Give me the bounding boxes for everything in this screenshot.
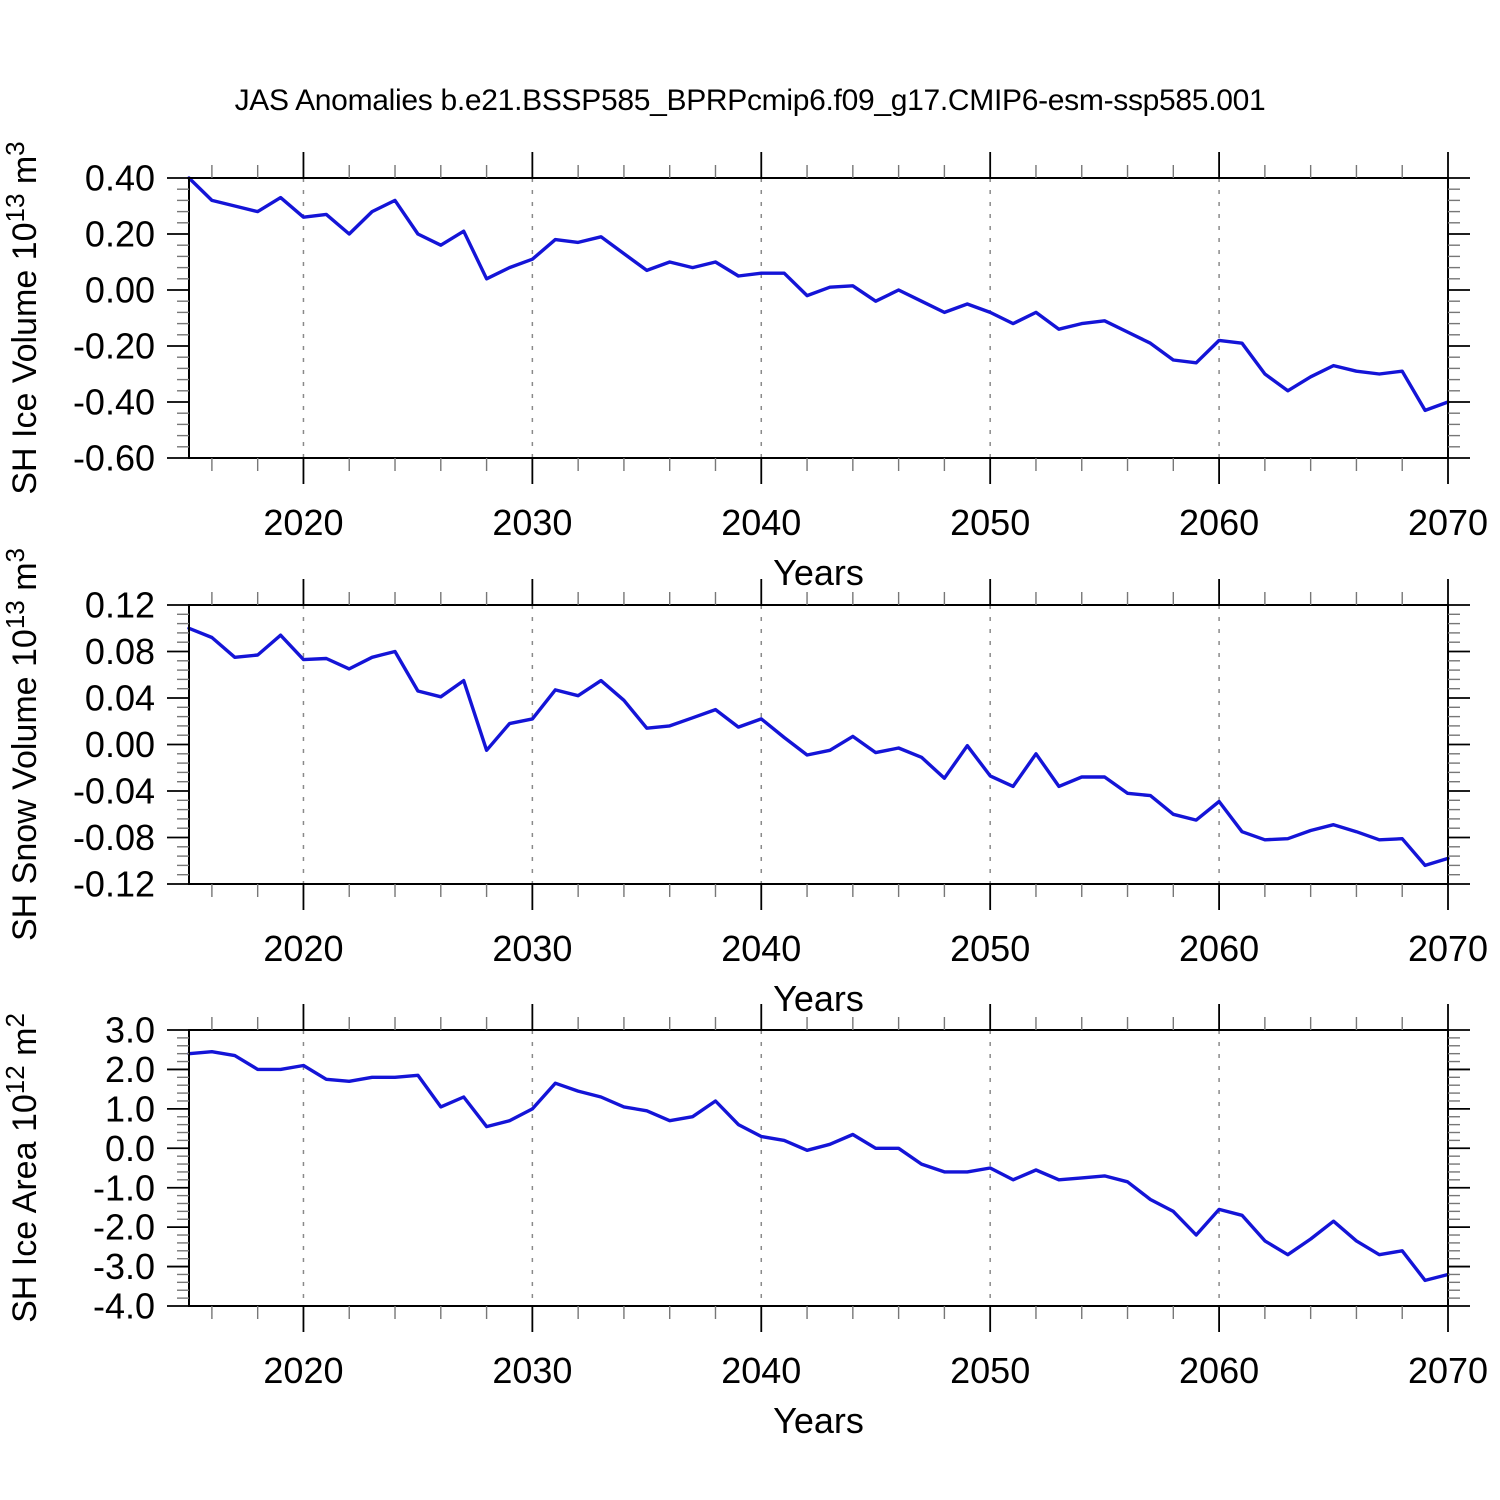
x-tick-label-2030: 2030 <box>492 502 572 543</box>
x-tick-label-2060: 2060 <box>1179 928 1259 969</box>
y-axis-title-sh-snow-volume: SH Snow Volume 1013 m3 <box>0 548 44 941</box>
y-tick-label--1.0: -1.0 <box>93 1167 155 1208</box>
series-line-sh-snow-volume <box>187 626 1450 868</box>
y-tick-label-0.0: 0.0 <box>105 1128 155 1169</box>
x-tick-label-2030: 2030 <box>492 928 572 969</box>
gridlines <box>302 605 1220 884</box>
y-tick-label-0.04: 0.04 <box>85 678 155 719</box>
x-tick-label-2060: 2060 <box>1179 1350 1259 1391</box>
y-tick-labels: 3.02.01.00.0-1.0-2.0-3.0-4.0 <box>93 1010 155 1327</box>
x-minor-ticks <box>211 165 1403 471</box>
y-tick-label--0.12: -0.12 <box>73 864 155 905</box>
gridlines <box>302 178 1220 458</box>
x-tick-label-2030: 2030 <box>492 1350 572 1391</box>
x-tick-label-2020: 2020 <box>263 1350 343 1391</box>
y-axis-title-sh-ice-volume: SH Ice Volume 1013 m3 <box>0 141 44 494</box>
series-line-sh-ice-volume <box>187 176 1450 413</box>
plot-border <box>188 1029 1449 1307</box>
x-tick-label-2050: 2050 <box>950 502 1030 543</box>
y-tick-label-0.20: 0.20 <box>85 214 155 255</box>
y-tick-label--0.04: -0.04 <box>73 771 155 812</box>
x-axis-title: Years <box>773 552 864 593</box>
x-tick-labels: 2020 2030 2040 2050 2060 2070 <box>263 502 1488 543</box>
panel-sh-ice-area: 2020 2030 2040 2050 2060 2070 3.02.01.00.0-1.0… <box>0 1004 1488 1441</box>
y-tick-label-1.0: 1.0 <box>105 1088 155 1129</box>
x-tick-labels: 2020 2030 2040 2050 2060 2070 <box>263 928 1488 969</box>
x-major-ticks <box>302 152 1449 484</box>
x-major-ticks <box>302 1004 1449 1332</box>
y-tick-label--4.0: -4.0 <box>93 1286 155 1327</box>
y-major-ticks <box>167 177 1470 459</box>
x-tick-label-2050: 2050 <box>950 1350 1030 1391</box>
x-tick-label-2020: 2020 <box>263 502 343 543</box>
series-line-sh-ice-area <box>187 1050 1450 1283</box>
y-tick-label-0.40: 0.40 <box>85 158 155 199</box>
y-tick-label-0.00: 0.00 <box>85 270 155 311</box>
y-axis-title-sh-ice-area: SH Ice Area 1012 m2 <box>0 1013 44 1323</box>
y-tick-label-3.0: 3.0 <box>105 1010 155 1051</box>
x-tick-label-2070: 2070 <box>1408 1350 1488 1391</box>
x-tick-label-2070: 2070 <box>1408 928 1488 969</box>
panel-sh-snow-volume: 2020 2030 2040 2050 2060 2070 0.12 0.08 0.04 0.00… <box>0 548 1488 1019</box>
x-tick-label-2040: 2040 <box>721 502 801 543</box>
y-tick-label--0.60: -0.60 <box>73 438 155 479</box>
x-tick-label-2020: 2020 <box>263 928 343 969</box>
y-tick-label-2.0: 2.0 <box>105 1049 155 1090</box>
x-minor-ticks <box>211 592 1403 897</box>
y-minor-ticks <box>177 188 1460 448</box>
y-major-ticks <box>167 604 1470 885</box>
plot-border <box>188 177 1449 459</box>
y-tick-label-0.00: 0.00 <box>85 724 155 765</box>
panel-sh-ice-volume: 2020 2030 2040 2050 2060 2070 0.40 0.20 0.00 -0.2… <box>0 141 1488 593</box>
x-axis-title: Years <box>773 1400 864 1441</box>
y-tick-label-0.08: 0.08 <box>85 631 155 672</box>
x-axis-title: Years <box>773 978 864 1019</box>
y-minor-ticks <box>177 1037 1460 1299</box>
y-major-ticks <box>167 1029 1470 1307</box>
plot-border <box>188 604 1449 885</box>
chart-title: JAS Anomalies b.e21.BSSP585_BPRPcmip6.f0… <box>234 84 1266 117</box>
x-tick-labels: 2020 2030 2040 2050 2060 2070 <box>263 1350 1488 1391</box>
y-minor-ticks <box>177 613 1460 876</box>
y-tick-label-0.12: 0.12 <box>85 585 155 626</box>
y-tick-label--2.0: -2.0 <box>93 1207 155 1248</box>
x-tick-label-2040: 2040 <box>721 928 801 969</box>
y-tick-label--0.20: -0.20 <box>73 326 155 367</box>
y-tick-label--3.0: -3.0 <box>93 1246 155 1287</box>
x-tick-label-2050: 2050 <box>950 928 1030 969</box>
gridlines <box>302 1030 1220 1306</box>
y-tick-labels: 0.12 0.08 0.04 0.00 -0.04 -0.08 -0.12 <box>73 585 155 905</box>
x-tick-label-2040: 2040 <box>721 1350 801 1391</box>
y-tick-label--0.08: -0.08 <box>73 817 155 858</box>
x-minor-ticks <box>211 1017 1403 1319</box>
y-tick-labels: 0.40 0.20 0.00 -0.20 -0.40 -0.60 <box>73 158 155 479</box>
x-major-ticks <box>302 579 1449 910</box>
y-tick-label--0.40: -0.40 <box>73 382 155 423</box>
x-tick-label-2060: 2060 <box>1179 502 1259 543</box>
x-tick-label-2070: 2070 <box>1408 502 1488 543</box>
